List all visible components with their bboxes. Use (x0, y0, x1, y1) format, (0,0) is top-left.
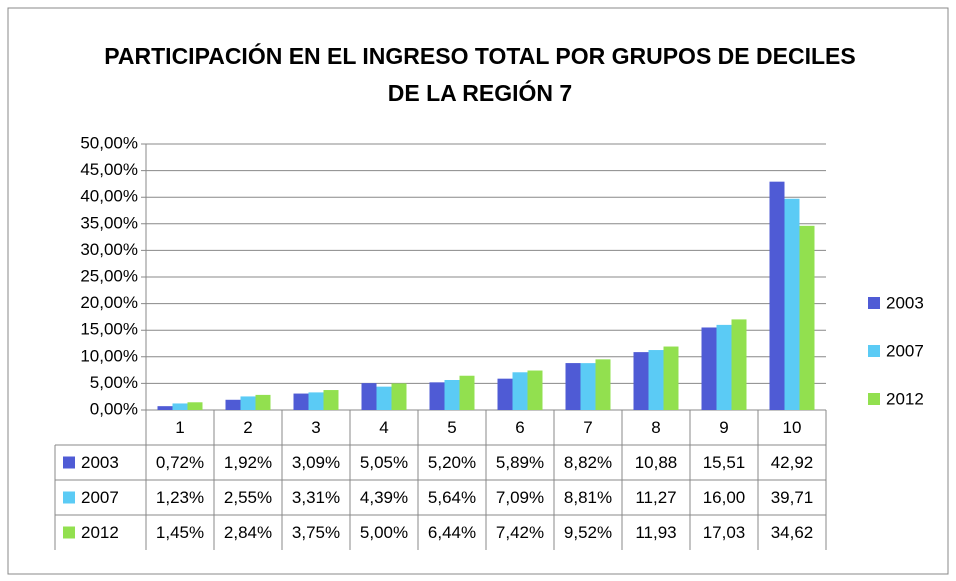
bar (701, 327, 717, 410)
bar (527, 370, 543, 410)
bar (323, 390, 339, 410)
table-value: 34,62 (771, 523, 814, 542)
table-series-name: 2003 (81, 453, 119, 472)
bar (769, 181, 785, 410)
bar (595, 359, 611, 410)
table-value: 10,88 (635, 453, 678, 472)
table-value: 0,72% (156, 453, 204, 472)
table-value: 3,75% (292, 523, 340, 542)
table-value: 1,23% (156, 488, 204, 507)
legend-key (868, 393, 880, 405)
table-value: 9,52% (564, 523, 612, 542)
table-value: 3,09% (292, 453, 340, 472)
table-value: 42,92 (771, 453, 814, 472)
y-tick-label: 10,00% (80, 346, 138, 365)
table-value: 6,44% (428, 523, 476, 542)
table-legend-key (63, 491, 75, 504)
y-tick-label: 30,00% (80, 240, 138, 259)
x-tick-label: 2 (243, 418, 252, 437)
legend-label: 2007 (886, 341, 924, 360)
bar (580, 363, 596, 410)
table-series-name: 2007 (81, 488, 119, 507)
table-value: 5,89% (496, 453, 544, 472)
table-value: 8,81% (564, 488, 612, 507)
table-value: 16,00 (703, 488, 746, 507)
y-tick-label: 0,00% (90, 399, 138, 418)
table-value: 2,55% (224, 488, 272, 507)
bar (293, 393, 309, 410)
table-value: 5,64% (428, 488, 476, 507)
bar (187, 402, 203, 410)
legend-label: 2003 (886, 293, 924, 312)
table-value: 1,92% (224, 453, 272, 472)
table-legend-key (63, 526, 75, 539)
table-value: 8,82% (564, 453, 612, 472)
x-tick-label: 5 (447, 418, 456, 437)
bar (716, 324, 732, 410)
bar (361, 383, 377, 410)
y-tick-label: 45,00% (80, 160, 138, 179)
y-tick-label: 20,00% (80, 293, 138, 312)
y-tick-label: 50,00% (80, 133, 138, 152)
bar (225, 399, 241, 410)
bar (459, 375, 475, 410)
x-tick-label: 9 (719, 418, 728, 437)
bar (255, 394, 271, 410)
table-value: 5,00% (360, 523, 408, 542)
bar (444, 379, 460, 410)
bar (429, 382, 445, 410)
table-value: 5,20% (428, 453, 476, 472)
bar (633, 352, 649, 410)
bar (648, 350, 664, 410)
table-value: 11,27 (635, 488, 676, 507)
y-tick-label: 40,00% (80, 187, 138, 206)
table-value: 3,31% (292, 488, 340, 507)
y-tick-label: 15,00% (80, 320, 138, 339)
x-tick-label: 6 (515, 418, 524, 437)
bar (565, 363, 581, 410)
legend-key (868, 297, 880, 309)
table-value: 11,93 (635, 523, 676, 542)
bar (376, 386, 392, 410)
bar (240, 396, 256, 410)
x-tick-label: 10 (783, 418, 802, 437)
y-tick-label: 5,00% (90, 373, 138, 392)
bar (799, 225, 815, 410)
table-value: 1,45% (156, 523, 204, 542)
chart-title: PARTICIPACIÓN EN EL INGRESO TOTAL POR GR… (104, 43, 856, 106)
table-value: 7,09% (496, 488, 544, 507)
x-tick-label: 3 (311, 418, 320, 437)
bar (172, 403, 188, 410)
x-tick-label: 1 (175, 418, 184, 437)
bar (497, 378, 513, 410)
y-tick-label: 25,00% (80, 266, 138, 285)
table-value: 2,84% (224, 523, 272, 542)
table-value: 17,03 (703, 523, 746, 542)
table-value: 5,05% (360, 453, 408, 472)
legend-label: 2012 (886, 389, 924, 408)
table-value: 39,71 (771, 488, 814, 507)
legend-key (868, 345, 880, 357)
bar (391, 383, 407, 410)
x-tick-label: 8 (651, 418, 660, 437)
x-tick-label: 7 (583, 418, 592, 437)
table-series-name: 2012 (81, 523, 119, 542)
table-legend-key (63, 456, 75, 469)
bar (308, 392, 324, 410)
bar (157, 406, 173, 410)
x-tick-label: 4 (379, 418, 388, 437)
bar (663, 346, 679, 410)
bar (731, 319, 747, 410)
table-value: 4,39% (360, 488, 408, 507)
y-tick-label: 35,00% (80, 213, 138, 232)
bar (512, 372, 528, 410)
table-value: 7,42% (496, 523, 544, 542)
table-value: 15,51 (703, 453, 746, 472)
bar (784, 198, 800, 410)
